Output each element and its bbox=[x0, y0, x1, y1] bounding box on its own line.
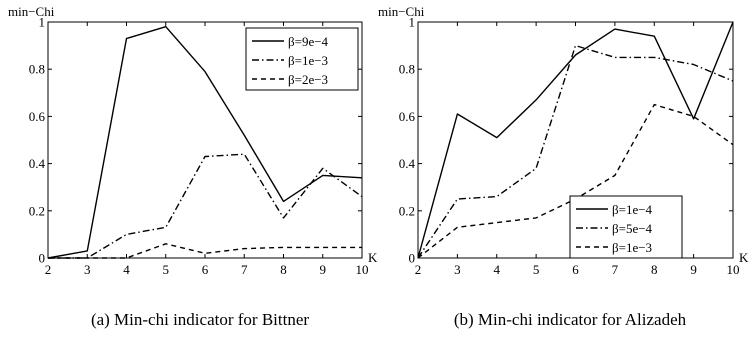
series-line-2 bbox=[417, 44, 734, 259]
y-tick-label: 0.2 bbox=[399, 203, 415, 218]
series-line-2 bbox=[48, 153, 363, 259]
series-line-1 bbox=[417, 21, 734, 259]
y-tick-label: 1 bbox=[39, 15, 46, 30]
y-tick-label: 0.4 bbox=[29, 156, 46, 171]
legend: β=9e−4 β=1e−3 β=2e−3 bbox=[245, 27, 359, 91]
y-tick-label: 0.8 bbox=[399, 62, 415, 77]
x-tick-label: 8 bbox=[651, 262, 658, 277]
legend-label: β=9e−4 bbox=[288, 34, 329, 49]
y-tick-label: 1 bbox=[409, 15, 416, 30]
x-tick-label: 4 bbox=[494, 262, 501, 277]
y-axis-label: min−Chi bbox=[378, 4, 425, 19]
legend-box bbox=[245, 27, 359, 91]
x-axis-label: K bbox=[739, 250, 749, 265]
x-tick-label: 9 bbox=[690, 262, 697, 277]
legend-label: β=1e−3 bbox=[288, 53, 328, 68]
x-tick-label: 2 bbox=[415, 262, 422, 277]
x-axis-label: K bbox=[368, 250, 378, 265]
chart-a: β=9e−4 β=1e−3 β=2e−3 bbox=[47, 21, 363, 259]
x-tick-label: 3 bbox=[454, 262, 461, 277]
x-tick-label: 5 bbox=[163, 262, 170, 277]
x-tick-label: 4 bbox=[123, 262, 130, 277]
x-tick-label: 3 bbox=[84, 262, 91, 277]
y-tick-label: 0.2 bbox=[29, 203, 45, 218]
caption-b: (b) Min-chi indicator for Alizadeh bbox=[453, 310, 687, 329]
x-tick-label: 9 bbox=[320, 262, 327, 277]
x-tick-label: 5 bbox=[533, 262, 540, 277]
x-tick-label: 2 bbox=[45, 262, 52, 277]
series-line-3 bbox=[48, 243, 362, 259]
x-tick-label: 8 bbox=[280, 262, 287, 277]
legend-label: β=1e−3 bbox=[612, 240, 652, 255]
y-tick-label: 0 bbox=[409, 251, 416, 266]
x-tick-label: 6 bbox=[202, 262, 209, 277]
y-tick-label: 0.4 bbox=[399, 156, 416, 171]
y-tick-label: 0 bbox=[39, 251, 46, 266]
legend-label: β=5e−4 bbox=[612, 221, 653, 236]
chart-b: β=1e−4 β=5e−4 β=1e−3 bbox=[417, 21, 734, 259]
y-tick-label: 0.6 bbox=[399, 109, 416, 124]
x-tick-label: 7 bbox=[241, 262, 248, 277]
y-tick-label: 0.6 bbox=[29, 109, 46, 124]
x-tick-label: 7 bbox=[612, 262, 619, 277]
y-axis-label: min−Chi bbox=[8, 4, 55, 19]
caption-a: (a) Min-chi indicator for Bittner bbox=[90, 310, 310, 329]
x-tick-label: 6 bbox=[572, 262, 579, 277]
legend: β=1e−4 β=5e−4 β=1e−3 bbox=[569, 195, 683, 259]
x-tick-label: 10 bbox=[727, 262, 740, 277]
x-tick-label: 10 bbox=[356, 262, 369, 277]
legend-label: β=1e−4 bbox=[612, 202, 653, 217]
legend-label: β=2e−3 bbox=[288, 72, 328, 87]
y-tick-label: 0.8 bbox=[29, 62, 45, 77]
